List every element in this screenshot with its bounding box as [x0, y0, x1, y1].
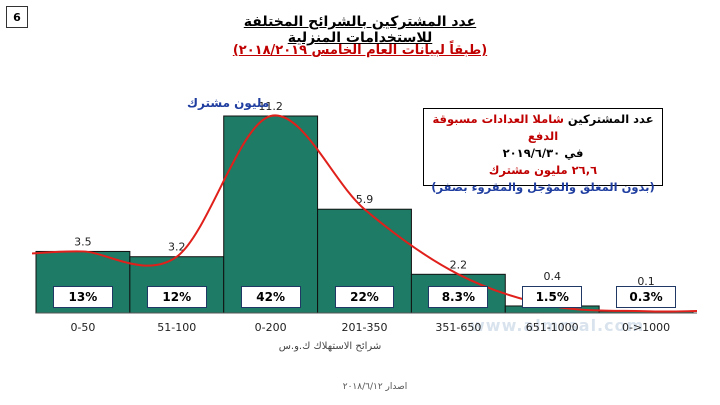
percentage-box: 8.3% [428, 286, 489, 308]
percentage-box: 12% [146, 286, 207, 308]
info-line-4: (بدون المغلق والمؤجل والمقروء بصفر) [431, 180, 655, 194]
x-axis-title: شرائح الاستهلاك ك.و.س [278, 341, 382, 352]
trend-curve [31, 114, 698, 313]
category-label: 0->1000 [622, 321, 670, 334]
info-line-1-highlight: شاملا العدادات مسبوقة الدفع [432, 112, 564, 143]
info-line-1: عدد المشتركين شاملا العدادات مسبوقة الدف… [424, 111, 662, 145]
chart-subtitle: (طبقاً لبيانات العام الخامس ٢٠١٨/٢٠١٩) [232, 43, 488, 58]
value-label: 2.2 [450, 258, 468, 271]
percentage-box: 13% [53, 286, 113, 308]
percentage-box: 22% [334, 286, 395, 308]
value-label: 5.9 [356, 193, 374, 206]
category-label: 0-50 [70, 321, 95, 334]
percentage-box: 42% [240, 286, 301, 308]
percentage-box: 1.5% [522, 286, 583, 308]
value-label: 11.2 [258, 100, 283, 113]
bar-0-200 [223, 115, 319, 314]
category-label: 0-200 [255, 321, 287, 334]
category-label: 351-650 [435, 321, 481, 334]
subscribers-info-box: عدد المشتركين شاملا العدادات مسبوقة الدف… [423, 108, 663, 194]
value-label: 3.5 [74, 235, 92, 248]
footer-note: اصدار ٢٠١٨/٦/١٢ [342, 382, 408, 392]
watermark-text: www.almrsal.com [470, 316, 645, 335]
unit-label: مليون مشترك [187, 96, 270, 110]
info-line-1-prefix: عدد المشتركين [563, 112, 654, 126]
value-label: 0.4 [543, 270, 561, 283]
page-number: 6 [6, 6, 28, 28]
category-label: 201-350 [342, 321, 388, 334]
percentage-box: 0.3% [616, 286, 676, 308]
info-line-2: في ٢٠١٩/٦/٣٠ [502, 146, 584, 160]
category-label: 51-100 [157, 321, 196, 334]
info-line-3: ٢٦,٦ مليون مشترك [488, 163, 598, 177]
chart-title: عدد المشتركين بالشرائح المختلفة للاستخدا… [243, 14, 477, 46]
category-label: 651-1000 [526, 321, 579, 334]
value-label: 3.2 [168, 241, 186, 254]
value-label: 0.1 [637, 275, 655, 288]
